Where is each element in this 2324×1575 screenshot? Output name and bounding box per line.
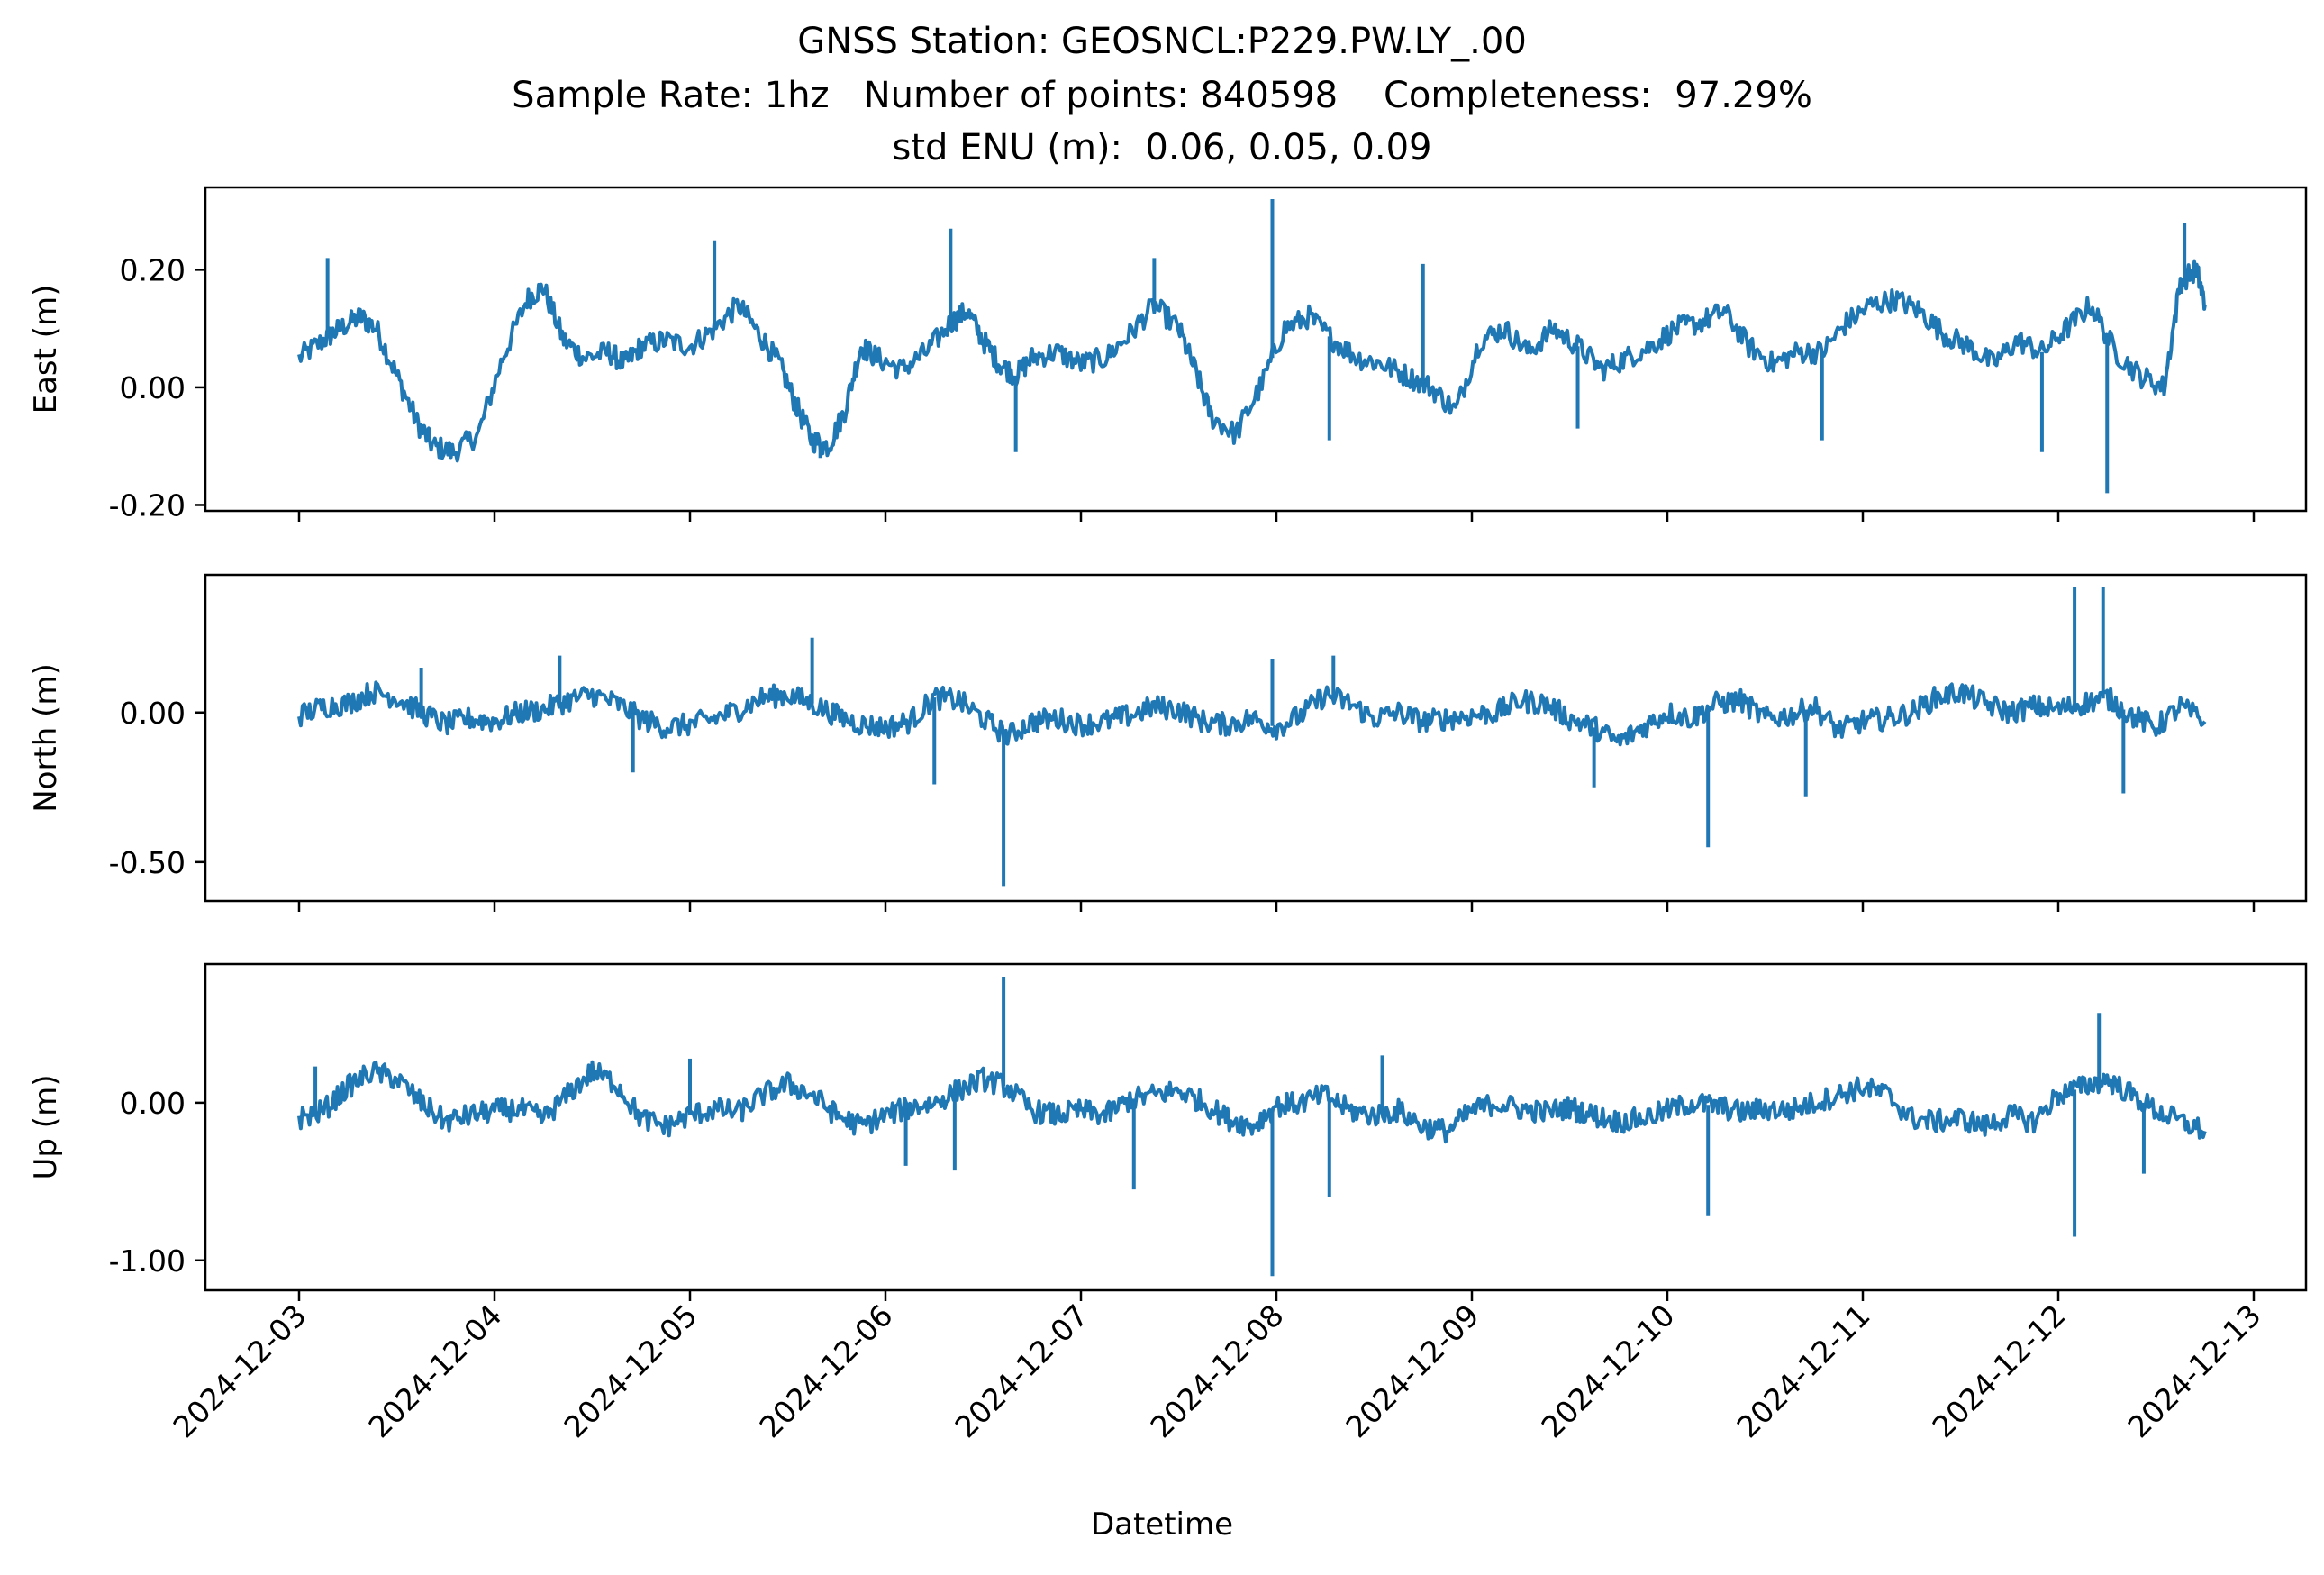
- east-axes-frame: [204, 186, 2308, 513]
- east-ylabel: East (m): [28, 285, 64, 414]
- xtick-label: 2024-12-03: [166, 1297, 313, 1444]
- east-ytick-label: -0.20: [109, 487, 186, 523]
- north-ylabel: North (m): [28, 663, 64, 813]
- chart-subtitle-sample-info: Sample Rate: 1hz Number of points: 84059…: [512, 75, 1812, 116]
- chart-title: GNSS Station: GEOSNCL:P229.PW.LY_.00: [797, 21, 1527, 62]
- north-ytick-label: 0.00: [120, 696, 186, 731]
- xtick-label: 2024-12-05: [557, 1297, 704, 1444]
- xtick-label: 2024-12-06: [752, 1297, 899, 1444]
- x-axis-label: Datetime: [1090, 1507, 1234, 1543]
- up-ylabel: Up (m): [28, 1075, 64, 1180]
- chart-subtitle-std-enu: std ENU (m): 0.06, 0.05, 0.09: [892, 127, 1432, 168]
- east-ytick-label: 0.00: [120, 370, 186, 405]
- up-axes-frame: [204, 962, 2308, 1292]
- xtick-label: 2024-12-07: [948, 1297, 1094, 1444]
- xtick-label: 2024-12-12: [1925, 1297, 2072, 1444]
- up-series-line: [297, 1060, 2207, 1144]
- up-ytick-label: 0.00: [120, 1086, 186, 1121]
- xtick-label: 2024-12-13: [2120, 1297, 2267, 1444]
- xtick-label: 2024-12-04: [361, 1297, 508, 1444]
- xtick-label: 2024-12-11: [1729, 1297, 1876, 1444]
- north-series-line: [297, 680, 2207, 747]
- xtick-label: 2024-12-09: [1339, 1297, 1485, 1444]
- xtick-label: 2024-12-08: [1143, 1297, 1290, 1444]
- north-axes-frame: [204, 573, 2308, 903]
- north-ytick-label: -0.50: [109, 845, 186, 880]
- xtick-label: 2024-12-10: [1534, 1297, 1681, 1444]
- east-ytick-label: 0.20: [120, 252, 186, 287]
- up-ytick-label: -1.00: [109, 1243, 186, 1279]
- east-series-line: [297, 259, 2207, 463]
